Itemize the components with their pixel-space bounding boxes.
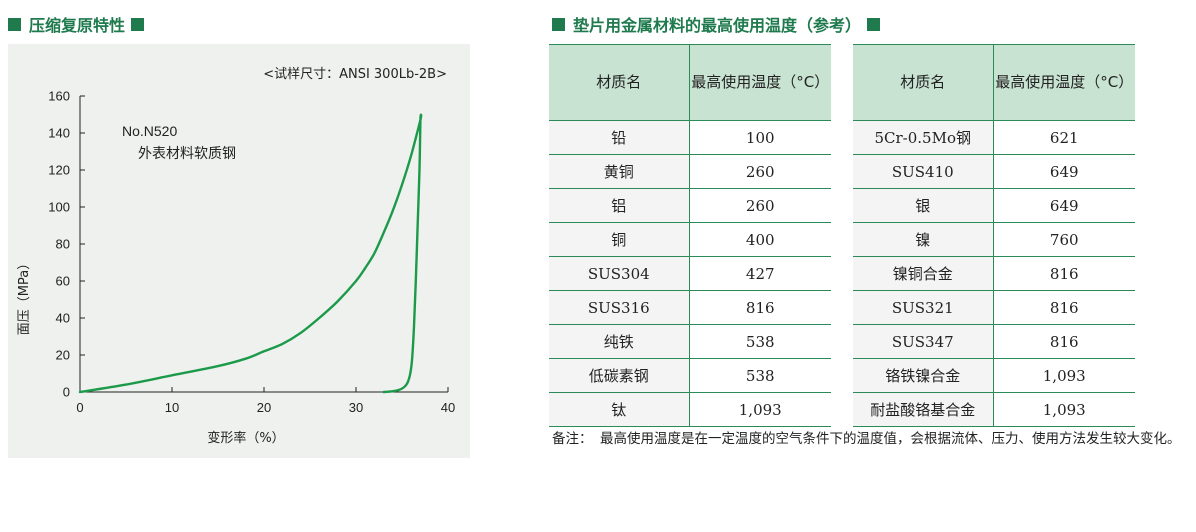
title-square-icon xyxy=(552,17,565,31)
note-text: 最高使用温度是在一定温度的空气条件下的温度值，会根据流体、压力、使用方法发生较大… xyxy=(600,431,1181,447)
material-cell: 黄铜 xyxy=(549,154,690,189)
x-ticks: 0 10 20 30 40 xyxy=(76,387,455,415)
y-tick-label: 120 xyxy=(48,163,70,178)
max-temp-cell: 816 xyxy=(993,324,1135,359)
material-column-header: 材质名 xyxy=(853,44,994,121)
table-row: SUS347 816 xyxy=(853,324,1135,359)
title-square-icon xyxy=(131,17,145,31)
max-temp-cell: 816 xyxy=(993,256,1135,291)
compression-recovery-series-line xyxy=(78,113,423,394)
y-tick-label: 40 xyxy=(56,311,70,326)
material-cell: SUS316 xyxy=(549,290,690,325)
specimen-size-label: <试样尺寸：ANSI 300Lb-2B> xyxy=(263,67,447,82)
table-row: 铬铁镍合金 1,093 xyxy=(853,358,1135,393)
material-column-header: 材质名 xyxy=(549,44,690,121)
material-cell: 银 xyxy=(853,188,994,223)
x-tick-label: 20 xyxy=(257,400,271,415)
left-section-title-text: 压缩复原特性 xyxy=(29,16,126,35)
max-temp-cell: 1,093 xyxy=(689,392,831,427)
y-tick-label: 80 xyxy=(56,237,70,252)
table-header-row: 材质名 最高使用温度（°C） xyxy=(853,44,1135,121)
table-row: 铜 400 xyxy=(549,222,831,257)
max-temp-cell: 816 xyxy=(993,290,1135,325)
table-row: 耐盐酸铬基合金 1,093 xyxy=(853,392,1135,427)
table-row: 铝 260 xyxy=(549,188,831,223)
table-row: 黄铜 260 xyxy=(549,154,831,189)
table-row: 纯铁 538 xyxy=(549,324,831,359)
material-cell: 镍 xyxy=(853,222,994,257)
y-tick-label: 60 xyxy=(56,274,70,289)
chart-annotation-material: 外表材料软质钢 xyxy=(138,146,236,162)
table-row: 5Cr-0.5Mo钢 621 xyxy=(853,120,1135,155)
table-row: SUS410 649 xyxy=(853,154,1135,189)
table-note: 备注： 最高使用温度是在一定温度的空气条件下的温度值，会根据流体、压力、使用方法… xyxy=(552,428,1192,451)
max-temp-cell: 260 xyxy=(689,154,831,189)
right-section-title-text: 垫片用金属材料的最高使用温度（参考） xyxy=(573,16,862,35)
y-ticks: 0 20 40 60 80 100 120 140 160 xyxy=(48,89,85,400)
table-row: 铅 100 xyxy=(549,120,831,155)
title-square-icon xyxy=(8,17,21,31)
material-cell: 纯铁 xyxy=(549,324,690,359)
y-tick-label: 20 xyxy=(56,348,70,363)
max-temp-cell: 621 xyxy=(993,120,1135,155)
max-temp-column-header: 最高使用温度（°C） xyxy=(993,44,1135,121)
table-row: 镍铜合金 816 xyxy=(853,256,1135,291)
table-row: SUS304 427 xyxy=(549,256,831,291)
y-axis-label: 面压（MPa） xyxy=(17,257,32,335)
max-temp-cell: 649 xyxy=(993,154,1135,189)
max-temp-cell: 1,093 xyxy=(993,392,1135,427)
compression-recovery-chart: <试样尺寸：ANSI 300Lb-2B> No.N520 外表材料软质钢 0 10… xyxy=(17,67,455,446)
max-temp-cell: 538 xyxy=(689,358,831,393)
material-cell: 低碳素钢 xyxy=(549,358,690,393)
table-row: SUS321 816 xyxy=(853,290,1135,325)
table-row: 银 649 xyxy=(853,188,1135,223)
max-temp-cell: 649 xyxy=(993,188,1135,223)
title-square-icon xyxy=(867,17,881,31)
x-tick-label: 10 xyxy=(165,400,179,415)
material-cell: SUS347 xyxy=(853,324,994,359)
material-cell: SUS410 xyxy=(853,154,994,189)
material-cell: 耐盐酸铬基合金 xyxy=(853,392,994,427)
y-tick-label: 0 xyxy=(63,385,70,400)
table-row: SUS316 816 xyxy=(549,290,831,325)
material-cell: 铜 xyxy=(549,222,690,257)
table-row: 钛 1,093 xyxy=(549,392,831,427)
material-cell: SUS321 xyxy=(853,290,994,325)
material-cell: SUS304 xyxy=(549,256,690,291)
max-temp-cell: 100 xyxy=(689,120,831,155)
y-tick-label: 160 xyxy=(48,89,70,104)
max-temp-cell: 760 xyxy=(993,222,1135,257)
left-section-title: 压缩复原特性 xyxy=(8,12,145,36)
material-cell: 镍铜合金 xyxy=(853,256,994,291)
x-tick-label: 30 xyxy=(349,400,363,415)
max-temp-column-header: 最高使用温度（°C） xyxy=(689,44,831,121)
max-temp-cell: 538 xyxy=(689,324,831,359)
table-header-row: 材质名 最高使用温度（°C） xyxy=(549,44,831,121)
y-tick-label: 140 xyxy=(48,126,70,141)
x-axis-label: 变形率（%） xyxy=(207,430,284,446)
chart-annotation-model: No.N520 xyxy=(122,123,177,139)
material-cell: 铬铁镍合金 xyxy=(853,358,994,393)
max-temp-cell: 427 xyxy=(689,256,831,291)
material-cell: 铝 xyxy=(549,188,690,223)
right-section-title: 垫片用金属材料的最高使用温度（参考） xyxy=(552,12,881,36)
temperature-table-left: 材质名 最高使用温度（°C） 铅 100 黄铜 260 铝 260 铜 400 SUS304 42… xyxy=(549,44,831,427)
max-temp-cell: 260 xyxy=(689,188,831,223)
material-cell: 铅 xyxy=(549,120,690,155)
note-label: 备注： xyxy=(552,431,593,447)
x-tick-label: 40 xyxy=(441,400,455,415)
max-temp-cell: 400 xyxy=(689,222,831,257)
material-cell: 钛 xyxy=(549,392,690,427)
x-tick-label: 0 xyxy=(76,400,83,415)
table-row: 镍 760 xyxy=(853,222,1135,257)
max-temp-cell: 816 xyxy=(689,290,831,325)
temperature-table-right: 材质名 最高使用温度（°C） 5Cr-0.5Mo钢 621 SUS410 649 银 64… xyxy=(853,44,1135,427)
table-row: 低碳素钢 538 xyxy=(549,358,831,393)
material-cell: 5Cr-0.5Mo钢 xyxy=(853,120,994,155)
max-temp-cell: 1,093 xyxy=(993,358,1135,393)
y-tick-label: 100 xyxy=(48,200,70,215)
chart-panel: <试样尺寸：ANSI 300Lb-2B> No.N520 外表材料软质钢 0 10… xyxy=(8,44,470,458)
series-group xyxy=(78,113,423,394)
